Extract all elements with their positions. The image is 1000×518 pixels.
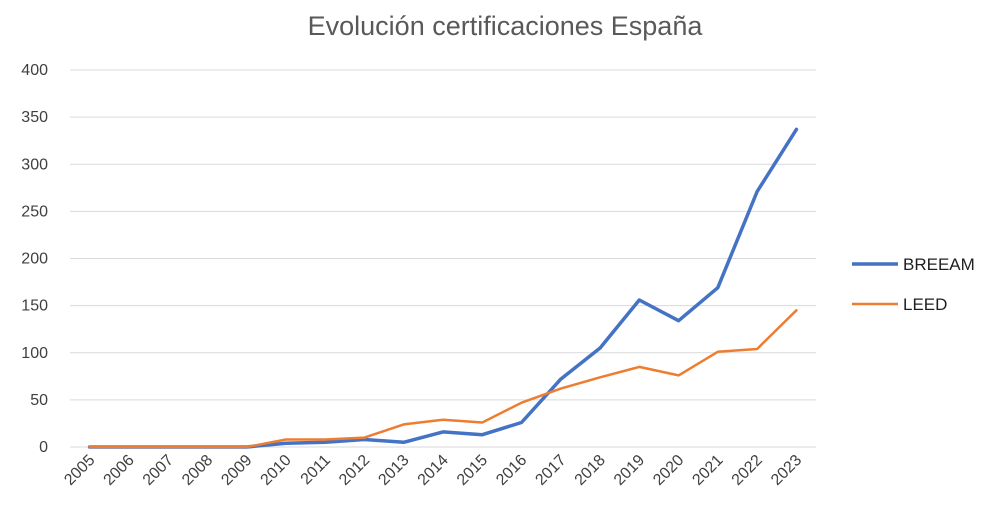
y-tick-label: 100: [21, 345, 48, 362]
data-point-breeam: [441, 430, 445, 434]
gridlines: [70, 69, 816, 448]
data-point-breeam: [755, 190, 759, 194]
data-point-leed: [637, 365, 641, 369]
data-point-breeam: [716, 286, 720, 290]
x-tick-label: 2007: [140, 452, 177, 489]
data-point-leed: [716, 350, 720, 354]
data-point-leed: [205, 445, 209, 449]
x-tick-label: 2011: [298, 452, 334, 488]
series-line-breeam: [87, 127, 799, 449]
x-tick-label: 2021: [689, 452, 726, 489]
x-tick-label: 2022: [729, 452, 766, 489]
y-tick-label: 350: [21, 109, 48, 126]
data-point-leed: [677, 373, 681, 377]
data-point-breeam: [598, 346, 602, 350]
x-tick-label: 2023: [768, 452, 805, 489]
data-point-leed: [88, 445, 92, 449]
x-tick-label: 2020: [650, 452, 687, 489]
x-tick-label: 2009: [218, 452, 255, 489]
data-point-leed: [480, 420, 484, 424]
series-lines: [87, 127, 799, 449]
y-tick-label: 300: [21, 156, 48, 173]
y-tick-label: 0: [39, 439, 48, 456]
data-point-leed: [362, 436, 366, 440]
data-point-breeam: [480, 433, 484, 437]
data-point-leed: [520, 401, 524, 405]
data-point-leed: [323, 437, 327, 441]
y-tick-label: 50: [30, 392, 48, 409]
data-point-breeam: [284, 441, 288, 445]
y-tick-label: 250: [21, 203, 48, 220]
x-axis-ticks: 2005 2006 2007 2008 2009 2010 2011 2012 2013 2014…: [61, 452, 805, 489]
x-tick-label: 2017: [532, 452, 569, 489]
x-tick-label: 2008: [179, 452, 216, 489]
y-tick-label: 200: [21, 251, 48, 268]
x-tick-label: 2006: [101, 452, 138, 489]
legend-label: BREEAM: [903, 255, 975, 274]
x-tick-label: 2013: [375, 452, 412, 489]
x-tick-label: 2005: [61, 452, 98, 489]
data-point-breeam: [677, 319, 681, 323]
data-point-leed: [598, 375, 602, 379]
x-tick-label: 2015: [454, 452, 491, 489]
data-point-leed: [166, 445, 170, 449]
data-point-leed: [127, 445, 131, 449]
data-point-leed: [245, 445, 249, 449]
x-tick-label: 2016: [493, 452, 530, 489]
data-point-breeam: [637, 298, 641, 302]
x-tick-label: 2012: [336, 452, 373, 489]
data-point-leed: [755, 347, 759, 351]
x-tick-label: 2010: [258, 452, 295, 489]
series-line-leed: [88, 309, 798, 449]
data-point-leed: [402, 422, 406, 426]
data-point-breeam: [794, 127, 798, 131]
x-tick-label: 2019: [611, 452, 648, 489]
data-point-leed: [794, 308, 798, 312]
legend-label: LEED: [903, 295, 947, 314]
data-point-leed: [441, 418, 445, 422]
y-tick-label: 400: [21, 62, 48, 79]
y-axis-ticks: 0 50 100 150 200 250 300 350 400: [21, 62, 48, 456]
y-tick-label: 150: [21, 298, 48, 315]
x-tick-label: 2014: [415, 452, 452, 489]
x-tick-label: 2018: [572, 452, 609, 489]
data-point-leed: [284, 437, 288, 441]
data-point-breeam: [402, 440, 406, 444]
data-point-breeam: [520, 420, 524, 424]
legend: BREEAM LEED: [852, 255, 975, 314]
data-point-breeam: [559, 377, 563, 381]
chart-title: Evolución certificaciones España: [308, 11, 704, 41]
data-point-leed: [559, 387, 563, 391]
